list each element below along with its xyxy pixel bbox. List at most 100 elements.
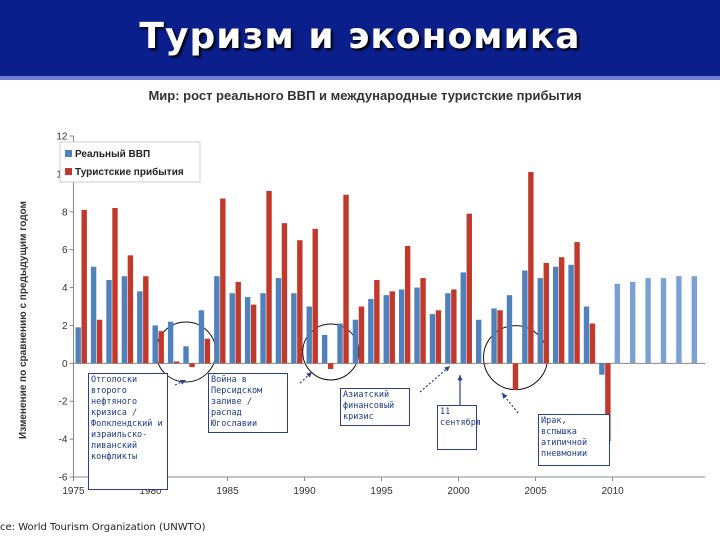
bar-gdp-1979: [137, 291, 143, 364]
bar-gdp-1980: [152, 325, 158, 364]
circle-1991: [302, 323, 360, 381]
bar-gdp-1984: [214, 276, 220, 364]
bar-gdp-1986: [244, 297, 251, 364]
bar-arrivals-1998: [435, 310, 442, 364]
y-tick-label: 0: [62, 359, 68, 370]
legend-swatch-arrivals: [65, 168, 72, 175]
bar-gdp-2012: [645, 278, 651, 364]
bar-arrivals-1995: [389, 291, 395, 364]
bar-gdp-1976: [90, 266, 97, 364]
bar-gdp-1975: [75, 327, 81, 364]
bar-gdp-1993: [352, 319, 359, 364]
x-tick-label: 1995: [370, 486, 393, 497]
bar-gdp-1988: [275, 278, 282, 364]
y-tick-label: 4: [62, 283, 68, 294]
bar-gdp-2014: [676, 276, 682, 364]
bar-arrivals-1975: [81, 209, 87, 364]
bar-arrivals-1976: [96, 319, 103, 364]
bar-gdp-2008: [583, 306, 590, 364]
title-banner: [0, 0, 720, 76]
annotation-arrow-head: [444, 366, 450, 372]
bar-gdp-1997: [414, 287, 420, 364]
bar-arrivals-1980: [158, 331, 164, 364]
y-tick-label: 8: [62, 207, 68, 218]
bar-arrivals-2002: [497, 310, 503, 364]
y-tick-label: -4: [59, 435, 68, 446]
bar-arrivals-1985: [235, 281, 241, 364]
annotation-arrow-head: [457, 375, 463, 381]
bar-gdp-1989: [291, 293, 297, 364]
bar-arrivals-1990: [312, 228, 318, 364]
x-tick-label: 1985: [216, 486, 239, 497]
bar-arrivals-1981: [173, 361, 180, 364]
y-tick-label: 6: [62, 245, 68, 256]
bar-arrivals-1978: [127, 255, 134, 364]
annotation-oil-crisis: Отголоски второго нефтяного кризиса / Фо…: [88, 373, 168, 490]
bar-arrivals-1999: [451, 289, 457, 364]
bar-arrivals-1994: [374, 279, 380, 364]
bar-arrivals-2007: [574, 242, 580, 364]
bar-gdp-2006: [552, 266, 559, 364]
bar-gdp-1977: [106, 279, 112, 364]
x-tick-label: 1975: [62, 486, 85, 497]
bar-gdp-1991: [321, 334, 328, 364]
y-tick-label: -6: [59, 473, 68, 484]
legend-label-arrivals: Туристские прибытия: [75, 166, 184, 178]
bar-gdp-2005: [537, 278, 543, 364]
y-tick-label: -2: [59, 397, 68, 408]
y-axis-label: Изменение по сравнению с предыдущим годо…: [18, 201, 29, 439]
bar-arrivals-1982: [189, 363, 195, 368]
bar-gdp-1996: [398, 289, 405, 364]
bar-arrivals-2009: [605, 363, 611, 442]
bar-gdp-1981: [167, 321, 174, 364]
bar-arrivals-1984: [220, 198, 226, 364]
legend-box: [59, 141, 201, 183]
annotation-asian-crisis: Азиатский финансовый кризис: [340, 388, 410, 426]
annotation-arrow: [501, 392, 519, 414]
bar-gdp-1999: [445, 293, 451, 364]
source-note: ce: World Tourism Organization (UNWTO): [0, 522, 206, 533]
bar-gdp-1995: [383, 295, 389, 364]
bar-gdp-2001: [475, 319, 482, 364]
bar-gdp-2004: [522, 270, 528, 364]
chart-title: Мир: рост реального ВВП и международные …: [148, 88, 581, 103]
y-tick-label: 12: [56, 132, 68, 143]
bar-gdp-1990: [306, 306, 312, 364]
x-tick-label: 1990: [293, 486, 316, 497]
y-tick-label: 2: [62, 321, 68, 332]
bar-gdp-2015: [691, 276, 697, 364]
annotation-arrows: [174, 365, 519, 416]
legend-label-gdp: Реальный ВВП: [75, 149, 150, 160]
bar-arrivals-1992: [343, 194, 349, 364]
bar-gdp-1978: [121, 276, 128, 364]
bar-gdp-1983: [198, 310, 205, 364]
bar-arrivals-1979: [143, 276, 149, 364]
bar-gdp-2013: [660, 278, 667, 364]
annotation-september-11: 11 сентября: [437, 405, 481, 450]
bar-gdp-1998: [429, 314, 436, 364]
bar-arrivals-1991: [327, 363, 334, 370]
bar-gdp-2002: [491, 308, 497, 364]
bar-arrivals-1989: [297, 240, 303, 364]
bar-gdp-1982: [183, 346, 189, 364]
bar-gdp-2003: [506, 295, 513, 364]
bar-gdp-2007: [568, 264, 574, 364]
bar-arrivals-1988: [281, 223, 288, 364]
slide-title: Туризм и экономика: [139, 16, 581, 57]
bar-arrivals-2003: [512, 363, 519, 390]
bar-gdp-2010: [614, 283, 620, 364]
bar-arrivals-2008: [589, 323, 596, 364]
bar-arrivals-2006: [558, 257, 565, 364]
x-tick-label: 1980: [139, 486, 162, 497]
arrivals-series: [81, 171, 611, 442]
bar-gdp-2011: [629, 281, 636, 364]
bar-gdp-1992: [337, 323, 343, 364]
bar-arrivals-1993: [358, 306, 365, 364]
x-tick-label: 2000: [447, 486, 470, 497]
bar-arrivals-1997: [420, 278, 426, 364]
annotation-iraq-sars: Ирак, вспышка атипичной пневмонии: [538, 414, 610, 466]
bar-arrivals-2004: [528, 171, 534, 364]
annotation-arrow: [299, 371, 313, 384]
bar-gdp-1994: [368, 298, 374, 364]
y-axis: -6-4-2024681012: [56, 132, 74, 484]
